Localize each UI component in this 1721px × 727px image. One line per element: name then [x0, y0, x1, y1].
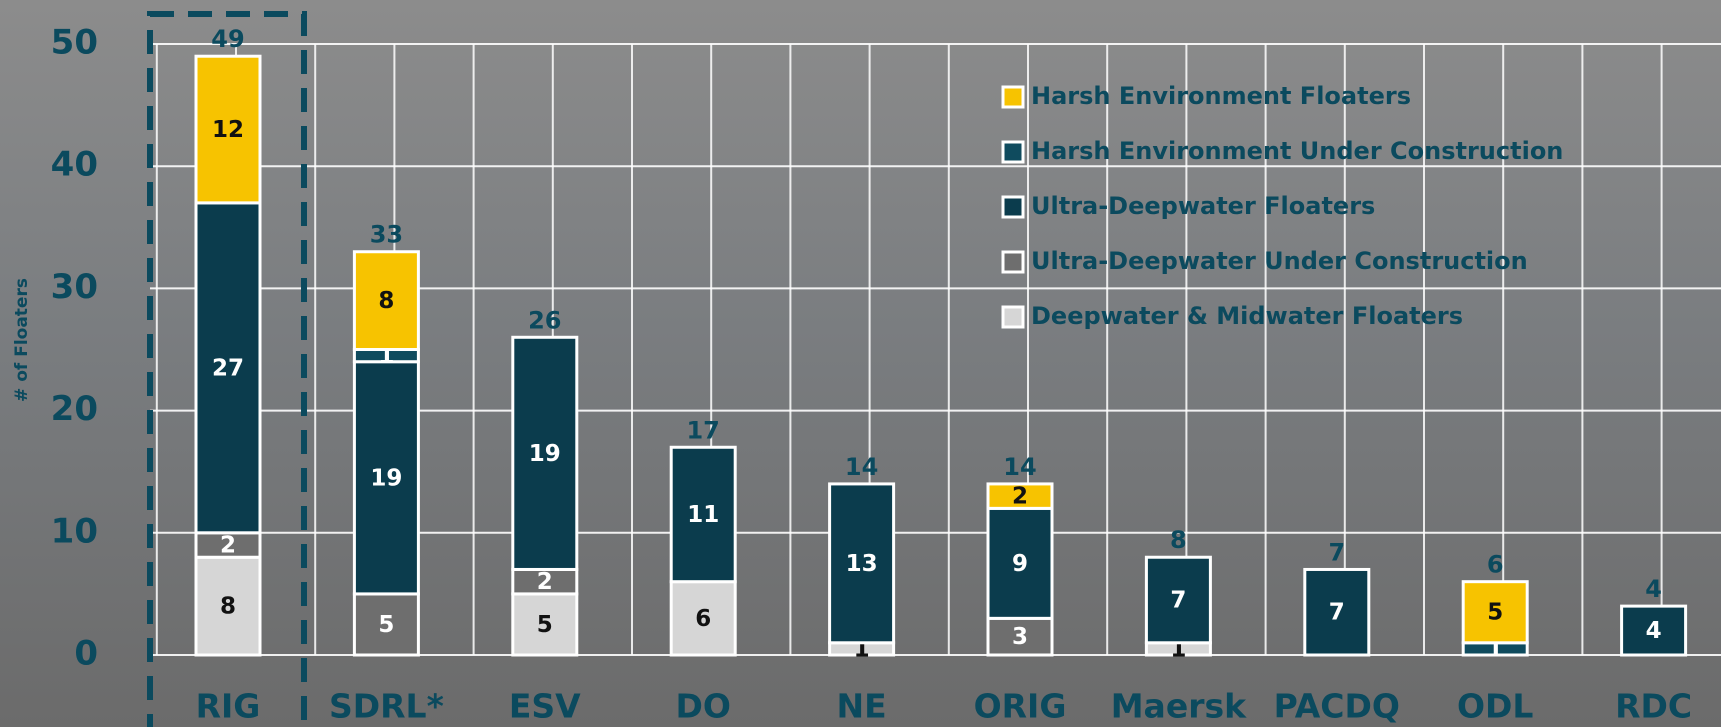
y-tick-label: 10: [51, 511, 98, 551]
segment-label: 5: [537, 612, 553, 638]
segment-label: 7: [1329, 600, 1345, 626]
y-tick-label: 0: [74, 634, 98, 674]
y-axis-label: # of Floaters: [12, 278, 32, 402]
total-label: 4: [1645, 575, 1662, 603]
chart: # of Floaters 0102030405082271249RIG5191…: [0, 0, 1721, 727]
segment-label: 8: [220, 594, 236, 620]
legend-label: Ultra-Deepwater Under Construction: [1031, 247, 1528, 275]
segment-label: 12: [212, 117, 244, 143]
total-label: 14: [1003, 453, 1036, 481]
total-label: 7: [1328, 538, 1345, 566]
total-label: 8: [1170, 526, 1187, 554]
legend-label: Ultra-Deepwater Floaters: [1031, 192, 1375, 220]
total-label: 14: [845, 453, 878, 481]
segment-label: 3: [1012, 624, 1028, 650]
x-tick-label: ESV: [509, 687, 581, 726]
legend-label: Harsh Environment Under Construction: [1031, 137, 1563, 165]
legend-swatch: [1003, 87, 1023, 107]
legend-swatch: [1003, 142, 1023, 162]
segment-label: 4: [1646, 618, 1662, 644]
total-label: 17: [686, 416, 719, 444]
x-tick-label: RDC: [1615, 687, 1692, 726]
x-tick-label: NE: [837, 687, 887, 726]
x-tick-label: Maersk: [1111, 687, 1247, 726]
y-tick-label: 50: [51, 23, 98, 63]
segment-label: 19: [370, 465, 402, 491]
x-tick-label: RIG: [196, 687, 261, 726]
segment-label: 9: [1012, 551, 1028, 577]
segment-label: 19: [529, 441, 561, 467]
legend-label: Harsh Environment Floaters: [1031, 82, 1411, 110]
segment-label: 6: [695, 606, 711, 632]
total-label: 6: [1487, 551, 1504, 579]
segment-label: 2: [537, 569, 553, 595]
y-tick-label: 30: [51, 267, 98, 307]
legend-swatch: [1003, 197, 1023, 217]
segment-label: 5: [1487, 600, 1503, 626]
segment-label: 27: [212, 355, 244, 381]
total-label: 33: [370, 221, 403, 249]
x-tick-label: PACDQ: [1274, 687, 1400, 726]
segment-label: 5: [378, 612, 394, 638]
segment-label: 13: [846, 551, 878, 577]
y-tick-label: 20: [51, 389, 98, 429]
x-tick-label: DO: [675, 687, 730, 726]
segment-label: 11: [687, 502, 719, 528]
legend-label: Deepwater & Midwater Floaters: [1031, 302, 1463, 330]
x-tick-label: ODL: [1457, 687, 1533, 726]
segment-label: 2: [1012, 484, 1028, 510]
total-label: 49: [211, 25, 244, 53]
segment-label: 7: [1170, 588, 1186, 614]
total-label: 26: [528, 306, 561, 334]
legend-swatch: [1003, 252, 1023, 272]
segment-label: 8: [378, 288, 394, 314]
y-tick-label: 40: [51, 145, 98, 185]
segment-label: 2: [220, 533, 236, 559]
x-tick-label: SDRL*: [329, 687, 444, 726]
x-tick-label: ORIG: [974, 687, 1067, 726]
legend-swatch: [1003, 307, 1023, 327]
